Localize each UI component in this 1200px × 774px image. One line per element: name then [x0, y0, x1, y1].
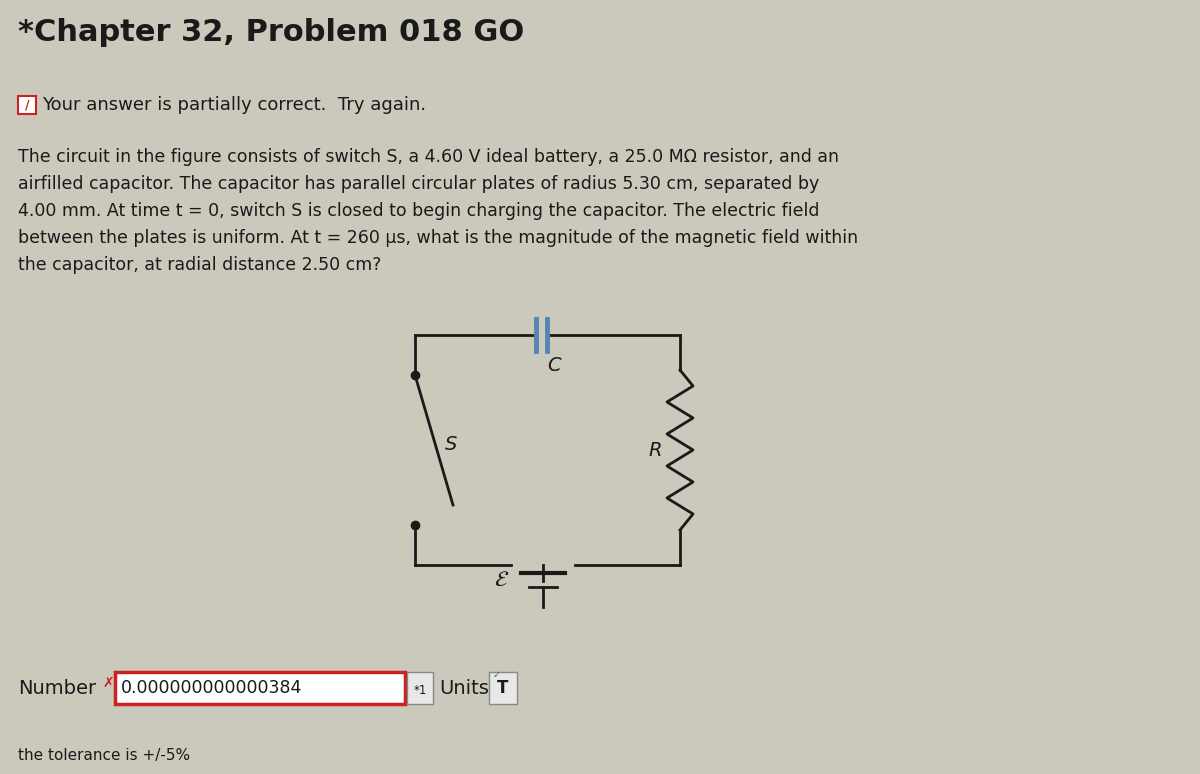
Text: *Chapter 32, Problem 018 GO: *Chapter 32, Problem 018 GO — [18, 18, 524, 47]
Text: Your answer is partially correct.  Try again.: Your answer is partially correct. Try ag… — [42, 96, 426, 114]
Bar — [18, 96, 36, 114]
Text: R: R — [648, 440, 662, 460]
Text: between the plates is uniform. At t = 260 μs, what is the magnitude of the magne: between the plates is uniform. At t = 26… — [18, 229, 858, 247]
Text: /: / — [25, 98, 29, 111]
Text: 4.00 mm. At time t = 0, switch S is closed to begin charging the capacitor. The : 4.00 mm. At time t = 0, switch S is clos… — [18, 202, 820, 220]
Text: T: T — [497, 679, 509, 697]
Text: the capacitor, at radial distance 2.50 cm?: the capacitor, at radial distance 2.50 c… — [18, 256, 382, 274]
Text: ✗: ✗ — [102, 676, 114, 690]
Text: Number: Number — [18, 679, 96, 697]
Text: 0.000000000000384: 0.000000000000384 — [121, 679, 302, 697]
Text: C: C — [547, 356, 560, 375]
Text: ✓: ✓ — [493, 670, 502, 680]
Text: S: S — [445, 436, 457, 454]
Bar — [490, 672, 517, 704]
Bar — [407, 672, 433, 704]
Text: Units: Units — [439, 679, 488, 697]
Text: $\mathcal{E}$: $\mathcal{E}$ — [493, 570, 509, 590]
Text: The circuit in the figure consists of switch S, a 4.60 V ideal battery, a 25.0 M: The circuit in the figure consists of sw… — [18, 148, 839, 166]
Bar — [115, 672, 406, 704]
Text: airfilled capacitor. The capacitor has parallel circular plates of radius 5.30 c: airfilled capacitor. The capacitor has p… — [18, 175, 820, 193]
Text: the tolerance is +/-5%: the tolerance is +/-5% — [18, 748, 190, 763]
Text: *1: *1 — [413, 684, 427, 697]
